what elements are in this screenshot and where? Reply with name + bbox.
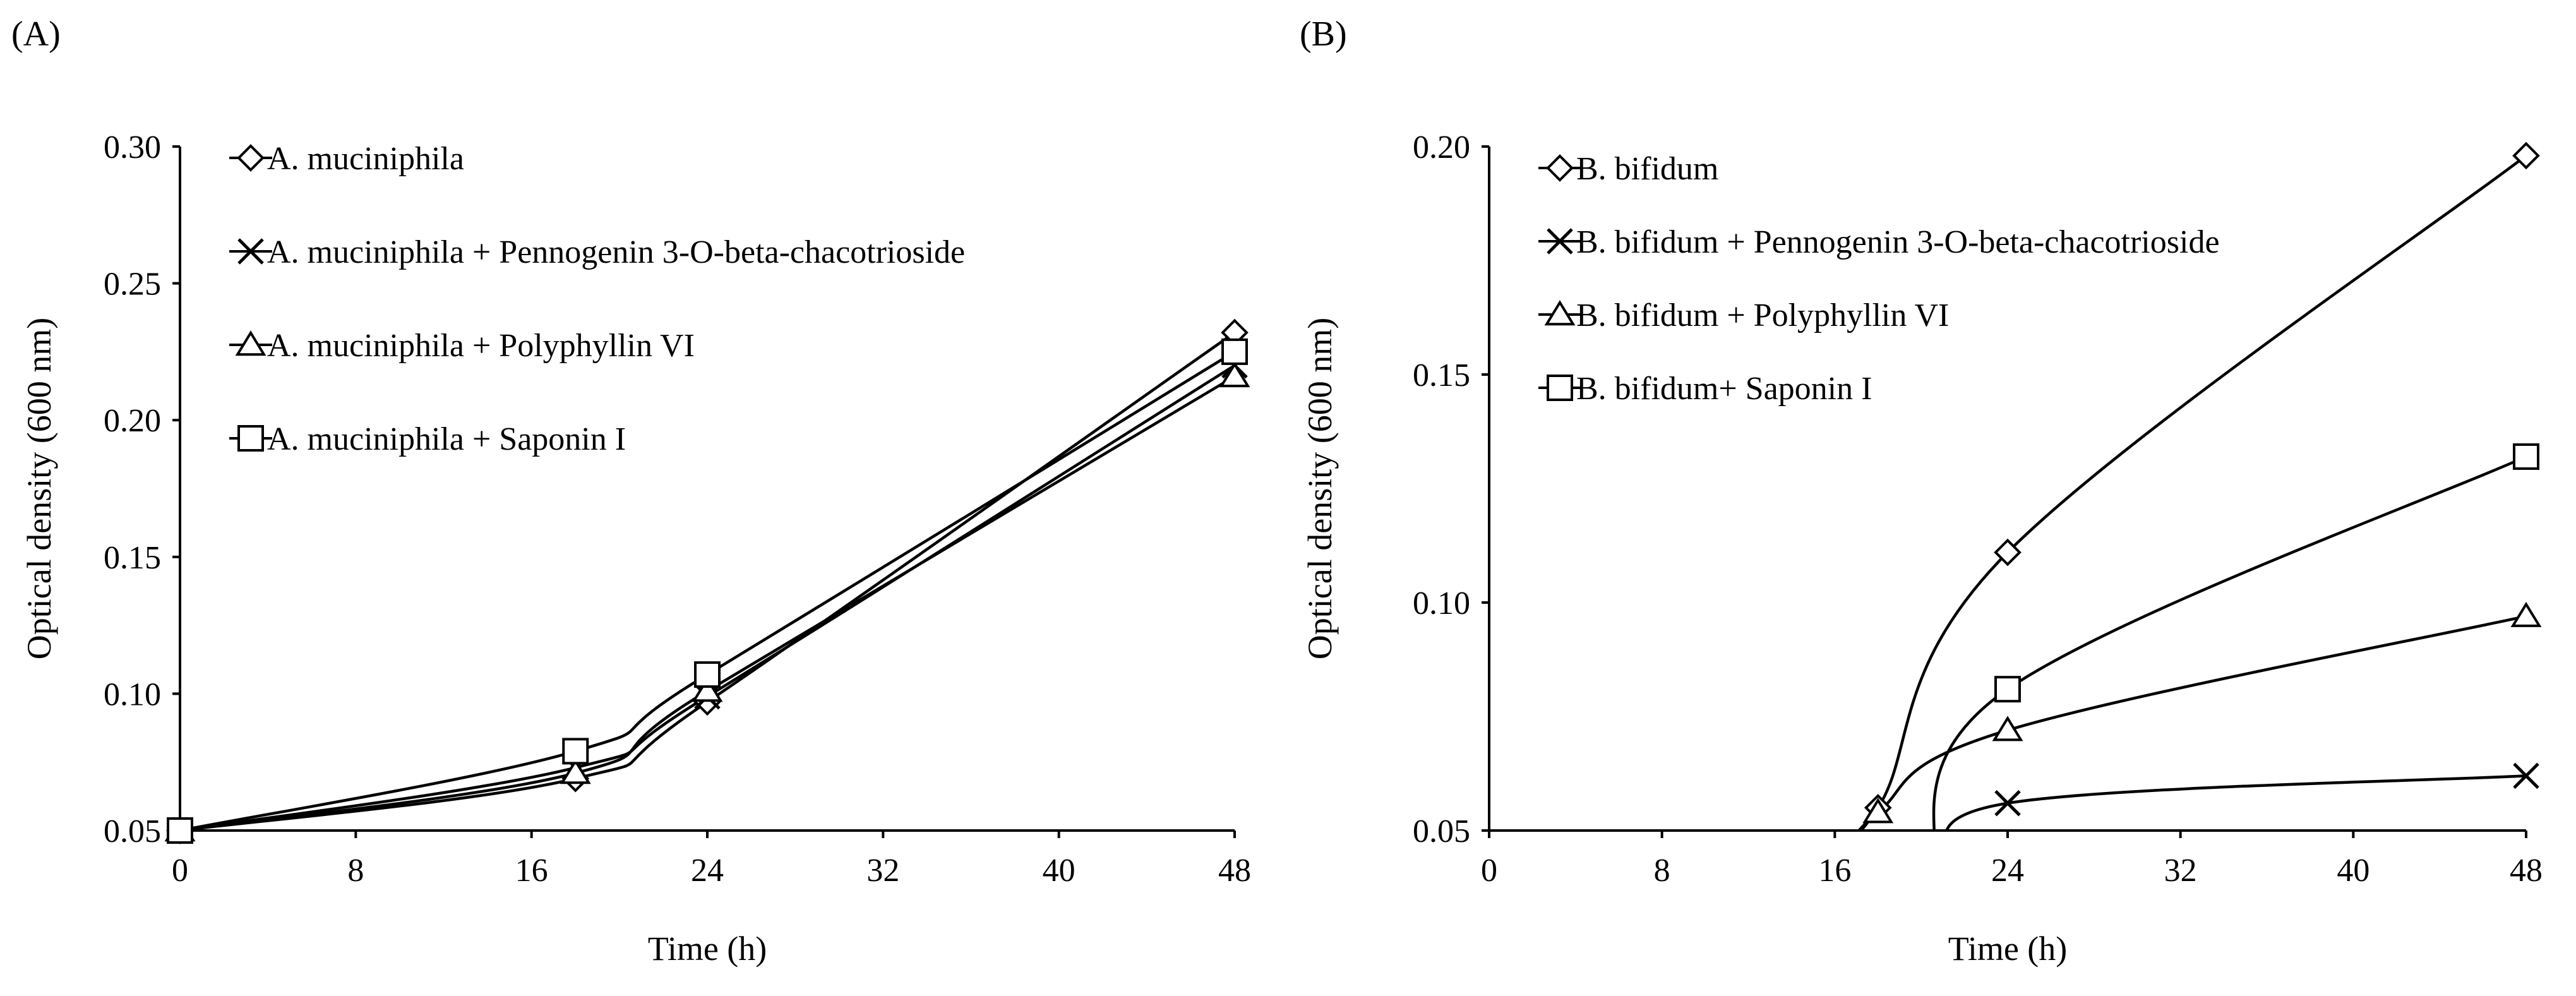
data-point-s3-p0 [1994,676,2021,703]
x-tick-label-2: 16 [515,853,548,889]
x-tick-label-3: 24 [691,853,724,889]
y-tick-label-3: 0.20 [1413,129,1470,165]
legend-marker-2 [235,330,267,356]
series-line-1 [180,364,1236,831]
x-axis-label: Time (h) [648,930,767,968]
legend-entry-3: B. bifidum+ Saponin I [1576,371,1872,407]
series-line-3 [180,350,1236,831]
x-tick-label-4: 32 [2164,853,2197,889]
data-point-s2-p1 [1992,716,2023,741]
chart-panel-b: 0 8 16 24 32 40 48 0.05 0.10 0.15 0.20 Time (h) Opti… [1301,129,2543,968]
y-tick-label-0: 0.05 [1413,813,1470,849]
data-point-s3-p1 [562,738,589,765]
panel-label-a: (A) [11,15,61,54]
data-point-s3-p3 [1221,338,1248,365]
legend-entry-2: A. muciniphila + Polyphyllin VI [267,328,695,364]
data-point-s2-p3 [1219,362,1250,388]
x-tick-label-5: 40 [2337,853,2369,889]
legend-marker-2 [1544,300,1576,326]
data-point-s3-p2 [694,661,721,688]
data-point-s1-p0 [1994,789,2021,817]
y-axis-label: Optical density (600 nm) [1301,318,1339,659]
data-point-s3-p0 [167,817,193,844]
y-tick-label-3: 0.20 [104,403,161,439]
x-tick-label-2: 16 [1818,853,1851,889]
legend-marker-1 [237,238,264,265]
legend-entry-1: A. muciniphila + Pennogenin 3-O-beta-cha… [267,234,965,270]
y-tick-label-2: 0.15 [1413,357,1470,393]
legend-marker-0 [237,144,265,172]
x-tick-label-1: 8 [1654,853,1670,889]
y-tick-label-4: 0.25 [104,267,161,303]
legend-entry-3: A. muciniphila + Saponin I [267,421,626,457]
legend-entry-0: B. bifidum [1576,151,1718,187]
series-line-0 [180,331,1236,831]
x-tick-label-0: 0 [1481,853,1497,889]
legend-marker-1 [1547,228,1573,255]
data-point-s3-p1 [2513,443,2539,470]
legend-entry-1: B. bifidum + Pennogenin 3-O-beta-chacotr… [1576,224,2220,260]
y-tick-label-1: 0.10 [1413,585,1470,621]
legend-marker-3 [1547,375,1573,401]
y-axis-label: Optical density (600 nm) [20,318,58,659]
y-tick-label-1: 0.10 [104,676,161,712]
x-tick-label-5: 40 [1043,853,1075,889]
data-point-s0-p2 [2512,141,2540,170]
series-line-3 [1932,455,2527,831]
data-point-s2-p0 [1862,798,1894,824]
x-tick-label-3: 24 [1991,853,2024,889]
y-tick-label-5: 0.30 [104,129,161,165]
x-tick-label-4: 32 [866,853,899,889]
data-point-s1-p1 [2513,762,2539,789]
x-tick-label-6: 48 [2510,853,2543,889]
y-tick-label-2: 0.15 [104,540,161,576]
series-line-0 [1859,154,2527,831]
legend-marker-0 [1546,154,1574,182]
x-axis-label: Time (h) [1948,930,2068,968]
chart-panel-a: 0 8 16 24 32 40 48 0.05 0.10 0.15 0.20 0.25 0.30 Time… [20,129,1251,968]
legend-entry-2: B. bifidum + Polyphyllin VI [1576,297,1949,333]
x-tick-label-0: 0 [172,853,188,889]
series-line-2 [180,375,1236,831]
data-point-s0-p1 [1994,538,2022,567]
panel-label-b: (B) [1300,15,1347,54]
series-line-1 [1945,774,2527,831]
data-point-s2-p2 [2510,601,2542,627]
data-point-s2-p2 [692,676,723,702]
x-tick-label-1: 8 [347,853,364,889]
y-tick-label-0: 0.05 [104,813,161,849]
data-point-s2-p1 [560,759,591,784]
x-tick-label-6: 48 [1218,853,1251,889]
legend-entry-0: A. muciniphila [267,141,464,177]
legend-marker-3 [237,425,264,452]
